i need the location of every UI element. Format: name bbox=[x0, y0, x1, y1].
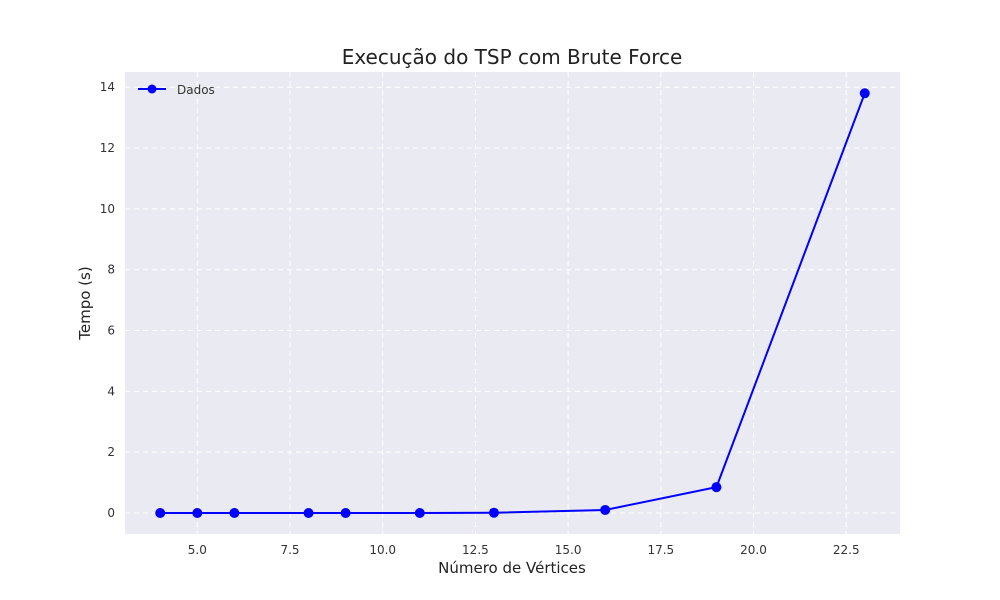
x-tick-label: 10.0 bbox=[369, 543, 396, 557]
x-tick-label: 15.0 bbox=[555, 543, 582, 557]
data-point bbox=[229, 508, 240, 519]
y-tick-label: 8 bbox=[107, 263, 115, 277]
x-tick-label: 17.5 bbox=[647, 543, 674, 557]
plot-area bbox=[125, 72, 900, 534]
data-point bbox=[155, 508, 166, 519]
x-tick-label: 12.5 bbox=[462, 543, 489, 557]
y-axis-ticks: 0 2 4 6 8 10 12 14 bbox=[100, 80, 115, 520]
y-tick-label: 0 bbox=[107, 506, 115, 520]
y-tick-label: 10 bbox=[100, 202, 115, 216]
y-tick-label: 12 bbox=[100, 141, 115, 155]
data-point bbox=[340, 508, 351, 519]
data-point bbox=[600, 504, 611, 515]
series-layer bbox=[155, 88, 870, 519]
y-tick-label: 14 bbox=[100, 80, 115, 94]
x-tick-label: 22.5 bbox=[833, 543, 860, 557]
x-axis-ticks: 5.0 7.5 10.0 12.5 15.0 17.5 20.0 22.5 bbox=[188, 543, 860, 557]
data-point bbox=[414, 508, 425, 519]
series-line-dados bbox=[160, 92, 866, 515]
y-tick-label: 4 bbox=[107, 384, 115, 398]
y-tick-label: 2 bbox=[107, 445, 115, 459]
x-tick-label: 5.0 bbox=[188, 543, 207, 557]
x-tick-label: 20.0 bbox=[740, 543, 767, 557]
data-point bbox=[303, 508, 314, 519]
y-tick-label: 6 bbox=[107, 324, 115, 338]
data-point bbox=[192, 508, 203, 519]
data-point bbox=[488, 507, 499, 518]
legend-label-dados: Dados bbox=[177, 83, 215, 97]
legend: Dados bbox=[138, 83, 215, 97]
data-point bbox=[711, 482, 722, 493]
x-axis-label: Número de Vértices bbox=[438, 559, 586, 577]
x-tick-label: 7.5 bbox=[280, 543, 299, 557]
data-point bbox=[859, 88, 870, 99]
legend-marker-dados bbox=[147, 84, 157, 94]
y-axis-label: Tempo (s) bbox=[76, 266, 94, 340]
chart-title: Execução do TSP com Brute Force bbox=[342, 45, 683, 69]
